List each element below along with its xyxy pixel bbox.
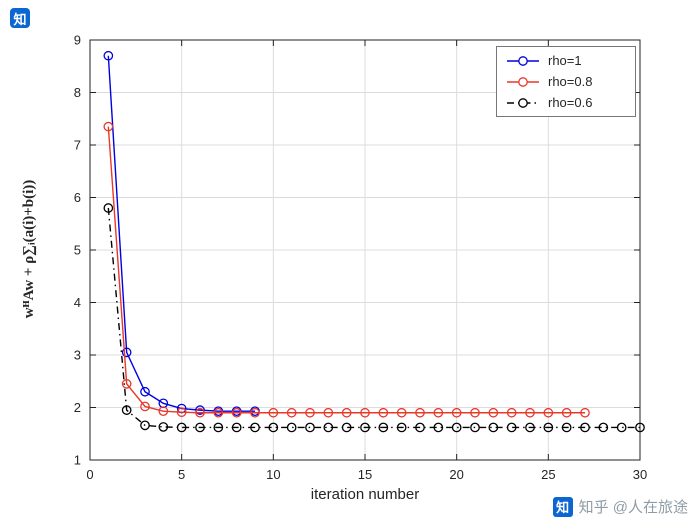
series-marker	[451, 407, 462, 418]
zhihu-watermark-logo-icon: 知	[552, 496, 573, 517]
zhihu-logo-glyph: 知	[13, 12, 27, 28]
series-marker	[305, 407, 315, 418]
legend-item: rho=0.6	[505, 95, 627, 110]
series-marker	[140, 386, 150, 397]
series-marker	[158, 406, 169, 417]
series-marker	[341, 407, 352, 418]
x-tick-label: 30	[633, 467, 647, 482]
series-marker	[488, 422, 499, 433]
series-marker	[396, 407, 407, 418]
series-marker	[598, 422, 609, 433]
series-marker	[360, 422, 370, 433]
y-tick-label: 3	[74, 348, 81, 363]
watermark-text: 知乎 @人在旅途	[578, 499, 688, 516]
series-line	[107, 126, 585, 414]
legend-item: rho=1	[505, 53, 627, 68]
series-marker	[140, 420, 150, 431]
series-marker	[176, 422, 187, 433]
x-tick-label: 25	[541, 467, 555, 482]
legend-line-sample	[507, 55, 539, 66]
series-line	[107, 207, 640, 429]
series-marker	[525, 407, 535, 418]
legend-label: rho=1	[548, 53, 582, 68]
x-tick-label: 20	[449, 467, 463, 482]
series-marker	[305, 422, 315, 433]
series-marker	[121, 379, 132, 389]
legend: rho=1 rho=0.8 rho=0.6	[496, 46, 636, 117]
series-marker	[543, 422, 554, 433]
series-marker	[616, 422, 627, 433]
series-marker	[268, 422, 279, 433]
series-marker	[580, 407, 590, 418]
x-tick-label: 0	[86, 467, 93, 482]
series-marker	[506, 407, 517, 418]
x-tick-label: 10	[266, 467, 280, 482]
x-axis-label: iteration number	[310, 486, 420, 503]
series-marker	[213, 422, 224, 433]
y-tick-label: 9	[74, 33, 81, 48]
y-tick-label: 8	[74, 85, 81, 100]
series-marker	[323, 407, 334, 418]
y-tick-label: 1	[74, 453, 81, 468]
series-marker	[121, 405, 132, 415]
series-marker	[433, 407, 444, 418]
series-marker	[213, 407, 224, 418]
series-marker	[506, 422, 517, 433]
series-marker	[231, 407, 242, 418]
series-marker	[341, 422, 352, 433]
zhihu-logo-icon: 知	[10, 8, 30, 28]
series-marker	[250, 407, 260, 418]
legend-label: rho=0.8	[548, 74, 593, 89]
series-marker	[103, 203, 114, 213]
series-marker	[470, 422, 480, 433]
legend-label: rho=0.6	[548, 95, 593, 110]
series-marker	[396, 422, 407, 433]
series-marker	[488, 407, 499, 418]
watermark-logo-glyph: 知	[556, 501, 570, 516]
series-marker	[250, 422, 260, 433]
watermark: 知 知乎 @人在旅途	[552, 496, 688, 517]
y-axis-label: wᴴAw + ρ∑ᵢ(a(i)+b(i))	[21, 179, 37, 319]
x-tick-label: 15	[358, 467, 372, 482]
series-marker	[103, 121, 114, 132]
series-marker	[561, 407, 572, 418]
series-marker	[195, 422, 205, 433]
series-marker	[415, 422, 425, 433]
series-marker	[268, 407, 279, 418]
legend-item: rho=0.8	[505, 74, 627, 89]
series-marker	[176, 407, 187, 418]
series-marker	[415, 407, 425, 418]
series-marker	[195, 407, 205, 418]
legend-line-sample	[507, 97, 539, 108]
legend-line-sample	[507, 76, 539, 87]
y-tick-label: 2	[74, 400, 81, 415]
x-tick-label: 5	[178, 467, 185, 482]
series-marker	[451, 422, 462, 433]
series-marker	[561, 422, 572, 433]
series-marker	[231, 422, 242, 433]
series-marker	[140, 401, 150, 412]
y-tick-label: 6	[74, 190, 81, 205]
series-marker	[103, 50, 114, 61]
series-marker	[378, 422, 389, 433]
series-marker	[323, 422, 334, 433]
series-marker	[580, 422, 590, 433]
series-marker	[158, 422, 169, 432]
series-marker	[121, 347, 132, 358]
series-marker	[470, 407, 480, 418]
y-tick-label: 7	[74, 138, 81, 153]
series-marker	[195, 405, 205, 415]
series-marker	[433, 422, 444, 433]
series-marker	[378, 407, 389, 418]
y-tick-label: 4	[74, 295, 81, 310]
series-marker	[635, 422, 645, 433]
y-tick-label: 5	[74, 243, 81, 258]
series-marker	[286, 422, 297, 433]
series-marker	[360, 407, 370, 418]
series-marker	[525, 422, 535, 433]
series-marker	[286, 407, 297, 418]
series-marker	[543, 407, 554, 418]
